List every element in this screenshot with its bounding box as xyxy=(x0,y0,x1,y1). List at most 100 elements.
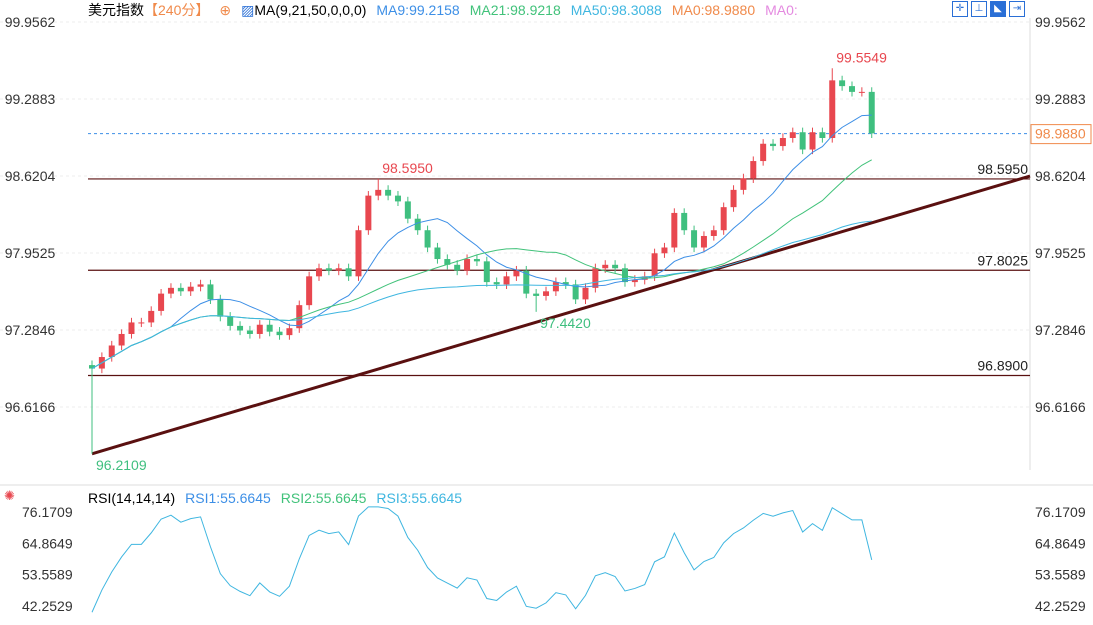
zoom-fit-icon[interactable]: ⊥ xyxy=(971,1,987,17)
y-tick-label: 98.6204 xyxy=(1035,168,1086,184)
rsi-tick-label-left: 53.5589 xyxy=(22,567,73,583)
candle-body xyxy=(128,322,135,334)
y-tick-label-left: 99.9562 xyxy=(5,14,56,30)
rsi-line xyxy=(91,506,873,613)
candle-body xyxy=(118,333,125,346)
y-tick-label: 96.6166 xyxy=(1035,399,1086,415)
y-tick-label: 97.9525 xyxy=(1035,245,1086,261)
candle-body xyxy=(760,143,767,162)
level-label: 96.8900 xyxy=(977,357,1028,373)
candle-body xyxy=(533,293,540,296)
candle-body xyxy=(582,287,589,300)
candle-body xyxy=(138,322,145,324)
candle-body xyxy=(799,132,806,150)
price-annotation: 96.2109 xyxy=(96,457,147,473)
candle-body xyxy=(592,268,599,288)
candle-body xyxy=(602,264,609,269)
add-indicator-icon[interactable]: ⊕ xyxy=(219,1,232,18)
ma21-value: MA21:98.9218 xyxy=(469,2,561,18)
period-selector[interactable]: 【240分】 xyxy=(144,2,210,18)
rsi-tick-label: 53.5589 xyxy=(1035,567,1086,583)
ma9-value: MA9:99.2158 xyxy=(376,2,460,18)
y-tick-label-left: 98.6204 xyxy=(5,168,56,184)
candle-body xyxy=(503,276,510,285)
candle-body xyxy=(266,324,273,332)
rsi-tick-label-left: 76.1709 xyxy=(22,504,73,520)
candle-body xyxy=(868,91,875,134)
candle-body xyxy=(276,331,283,336)
indicator-icon: ▨ xyxy=(241,1,255,18)
candle-body xyxy=(839,80,846,87)
rsi-header: RSI(14,14,14) RSI1:55.6645 RSI2:55.6645 … xyxy=(88,490,462,506)
ma9-line xyxy=(91,114,872,369)
candle-body xyxy=(385,189,392,196)
candle-body xyxy=(355,230,362,277)
candle-body xyxy=(365,195,372,231)
candle-body xyxy=(661,247,668,254)
crosshair-icon[interactable]: ✛ xyxy=(952,1,968,17)
candle-body xyxy=(424,230,431,248)
candle-body xyxy=(434,247,441,260)
candle-body xyxy=(819,132,826,138)
candle-body xyxy=(720,207,727,231)
candle-body xyxy=(848,86,855,92)
candle-body xyxy=(552,282,559,292)
candle-body xyxy=(227,316,234,326)
ma0b-value: MA0: xyxy=(765,2,798,18)
scale-icon[interactable]: ◣ xyxy=(990,1,1006,17)
candle-body xyxy=(335,268,342,271)
rsi-tick-label: 64.8649 xyxy=(1035,535,1086,551)
candle-body xyxy=(750,161,757,179)
candle-body xyxy=(493,282,500,285)
candle-body xyxy=(483,261,490,283)
candle-body xyxy=(829,80,836,138)
candle-body xyxy=(543,291,550,296)
candle-body xyxy=(414,218,421,231)
y-tick-label-left: 97.9525 xyxy=(5,245,56,261)
candle-body xyxy=(197,284,204,287)
current-price-label: 98.9880 xyxy=(1035,126,1086,142)
rsi3-value: RSI3:55.6645 xyxy=(376,490,463,506)
price-annotation: 98.5950 xyxy=(382,160,433,176)
candle-body xyxy=(631,279,638,283)
candle-body xyxy=(316,268,323,277)
chart-header: 美元指数 【240分】 ⊕ ▨MA(9,21,50,0,0,0) MA9:99.… xyxy=(88,0,798,20)
candle-body xyxy=(809,132,816,150)
candle-body xyxy=(770,143,777,147)
ma50-line xyxy=(91,220,872,369)
goto-end-icon[interactable]: ⇥ xyxy=(1009,1,1025,17)
candle-body xyxy=(681,212,688,231)
y-tick-label-left: 99.2883 xyxy=(5,91,56,107)
rsi2-value: RSI2:55.6645 xyxy=(280,490,367,506)
trend-line xyxy=(91,174,1031,456)
candle-body xyxy=(671,212,678,248)
y-tick-label-left: 96.6166 xyxy=(5,399,56,415)
candle-body xyxy=(789,132,796,138)
ma-settings[interactable]: ▨MA(9,21,50,0,0,0) xyxy=(241,1,367,18)
candle-body xyxy=(89,365,95,369)
candle-body xyxy=(108,345,115,358)
candle-body xyxy=(523,270,530,294)
candle-body xyxy=(621,268,628,283)
candle-body xyxy=(473,259,480,262)
candle-body xyxy=(148,310,155,323)
candle-body xyxy=(177,287,184,292)
rsi1-value: RSI1:55.6645 xyxy=(185,490,271,506)
rsi-tick-label: 42.2529 xyxy=(1035,598,1086,614)
candle-body xyxy=(207,284,214,300)
candle-body xyxy=(444,259,451,265)
rsi-tick-label: 76.1709 xyxy=(1035,504,1086,520)
candle-body xyxy=(612,264,619,269)
candle-body xyxy=(375,189,382,196)
rsi-settings-icon[interactable]: ✺ xyxy=(4,488,15,503)
candle-body xyxy=(325,268,332,271)
candle-body xyxy=(256,324,263,334)
ma50-value: MA50:98.3088 xyxy=(570,2,662,18)
candle-body xyxy=(404,201,411,219)
candle-body xyxy=(730,189,737,208)
y-tick-label-left: 97.2846 xyxy=(5,322,56,338)
candle-body xyxy=(651,253,658,277)
candle-body xyxy=(246,330,253,334)
candle-body xyxy=(691,230,698,248)
